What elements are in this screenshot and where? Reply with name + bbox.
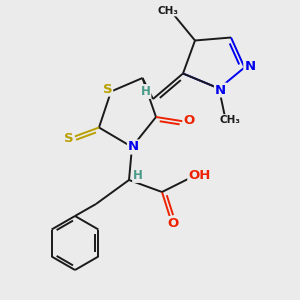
Text: CH₃: CH₃ [219,115,240,125]
Text: S: S [64,131,74,145]
Text: H: H [141,85,150,98]
Text: H: H [133,169,143,182]
Text: O: O [183,113,195,127]
Text: N: N [215,83,226,97]
Text: S: S [103,82,112,96]
Text: N: N [244,59,256,73]
Text: N: N [128,140,139,154]
Text: OH: OH [188,169,211,182]
Text: O: O [167,217,178,230]
Text: CH₃: CH₃ [158,5,178,16]
